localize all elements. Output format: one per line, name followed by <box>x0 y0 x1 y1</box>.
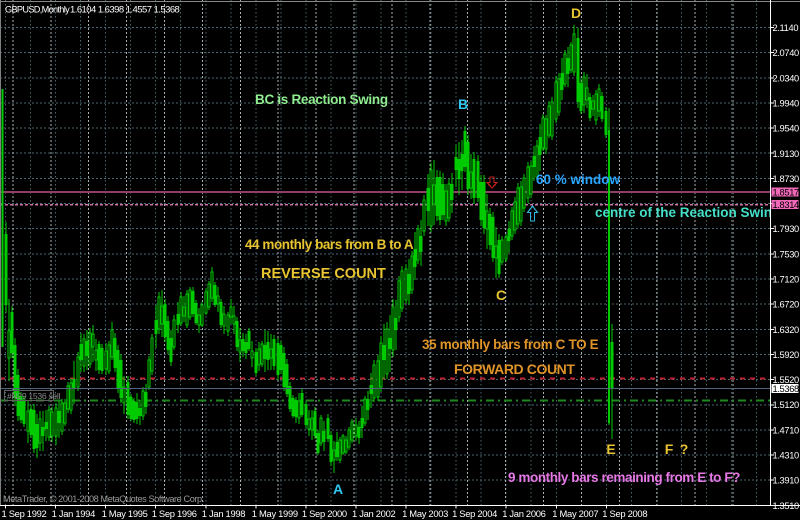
svg-text:1.5920: 1.5920 <box>773 350 800 360</box>
svg-text:1.6320: 1.6320 <box>773 325 800 335</box>
svg-text:1.5120: 1.5120 <box>773 400 800 410</box>
svg-text:#N29 1536 sell: #N29 1536 sell <box>7 391 61 401</box>
svg-text:GBPUSD,Monthly: GBPUSD,Monthly <box>5 5 70 15</box>
svg-text:1 Sep 2004: 1 Sep 2004 <box>452 508 497 519</box>
svg-text:1 Sep 2000: 1 Sep 2000 <box>302 508 347 519</box>
svg-text:1 Jan 1998: 1 Jan 1998 <box>202 508 245 519</box>
svg-text:1.4710: 1.4710 <box>773 425 800 435</box>
svg-text:1.3510: 1.3510 <box>773 501 800 511</box>
svg-text:BC is Reaction Swing: BC is Reaction Swing <box>255 92 388 107</box>
svg-text:REVERSE COUNT: REVERSE COUNT <box>261 266 386 282</box>
svg-text:1.6104 1.6398 1.4557 1.5368: 1.6104 1.6398 1.4557 1.5368 <box>70 5 180 16</box>
svg-text:D: D <box>571 5 581 21</box>
svg-text:44 monthly bars from B to A: 44 monthly bars from B to A <box>245 237 414 252</box>
svg-text:1.9940: 1.9940 <box>773 98 800 108</box>
svg-text:2.1140: 2.1140 <box>773 23 799 33</box>
svg-text:1.5368: 1.5368 <box>773 384 800 394</box>
svg-text:centre of the Reaction Swing: centre of the Reaction Swing <box>595 205 780 220</box>
svg-text:1.8517: 1.8517 <box>773 187 800 197</box>
svg-text:1.3910: 1.3910 <box>773 476 800 486</box>
svg-text:C: C <box>496 287 506 303</box>
svg-text:1 Jan 2006: 1 Jan 2006 <box>502 508 545 519</box>
svg-text:1 Jan 2002: 1 Jan 2002 <box>352 508 395 519</box>
svg-text:1 May 2003: 1 May 2003 <box>402 508 448 519</box>
svg-text:1 Sep 1996: 1 Sep 1996 <box>152 508 197 519</box>
svg-text:1 Sep 2008: 1 Sep 2008 <box>602 508 647 519</box>
svg-text:1.9130: 1.9130 <box>773 149 800 159</box>
svg-text:1.8730: 1.8730 <box>773 174 800 184</box>
svg-text:1 Jan 1994: 1 Jan 1994 <box>52 508 95 519</box>
svg-text:1.7530: 1.7530 <box>773 249 800 259</box>
svg-text:1 Sep 1992: 1 Sep 1992 <box>2 508 47 519</box>
svg-text:MetaTrader, © 2001-2008 MetaQu: MetaTrader, © 2001-2008 MetaQuotes Softw… <box>3 494 204 504</box>
svg-text:1 May 1995: 1 May 1995 <box>102 508 148 519</box>
svg-text:F: F <box>665 441 674 457</box>
svg-text:2.0740: 2.0740 <box>773 48 800 58</box>
svg-text:FORWARD COUNT: FORWARD COUNT <box>454 361 575 377</box>
svg-text:1.4310: 1.4310 <box>773 451 800 461</box>
svg-text:9 monthly bars remaining from: 9 monthly bars remaining from E to F? <box>508 470 740 485</box>
svg-text:E: E <box>606 441 615 457</box>
svg-text:1 May 2007: 1 May 2007 <box>552 508 598 519</box>
svg-text:1.7120: 1.7120 <box>773 275 800 285</box>
svg-text:35 monthly bars from C TO E: 35 monthly bars from C TO E <box>422 337 599 352</box>
svg-text:60 % window: 60 % window <box>536 172 621 187</box>
svg-text:1.6720: 1.6720 <box>773 300 800 310</box>
svg-text:1 May 1999: 1 May 1999 <box>252 508 298 519</box>
svg-text:1.7930: 1.7930 <box>773 224 800 234</box>
svg-text:A: A <box>333 481 343 497</box>
svg-text:1.8314: 1.8314 <box>773 200 800 210</box>
svg-text:B: B <box>458 96 468 112</box>
svg-text:2.0340: 2.0340 <box>773 73 800 83</box>
svg-text:1.5520: 1.5520 <box>773 375 800 385</box>
svg-text:?: ? <box>680 441 689 457</box>
svg-text:1.9540: 1.9540 <box>773 124 800 134</box>
